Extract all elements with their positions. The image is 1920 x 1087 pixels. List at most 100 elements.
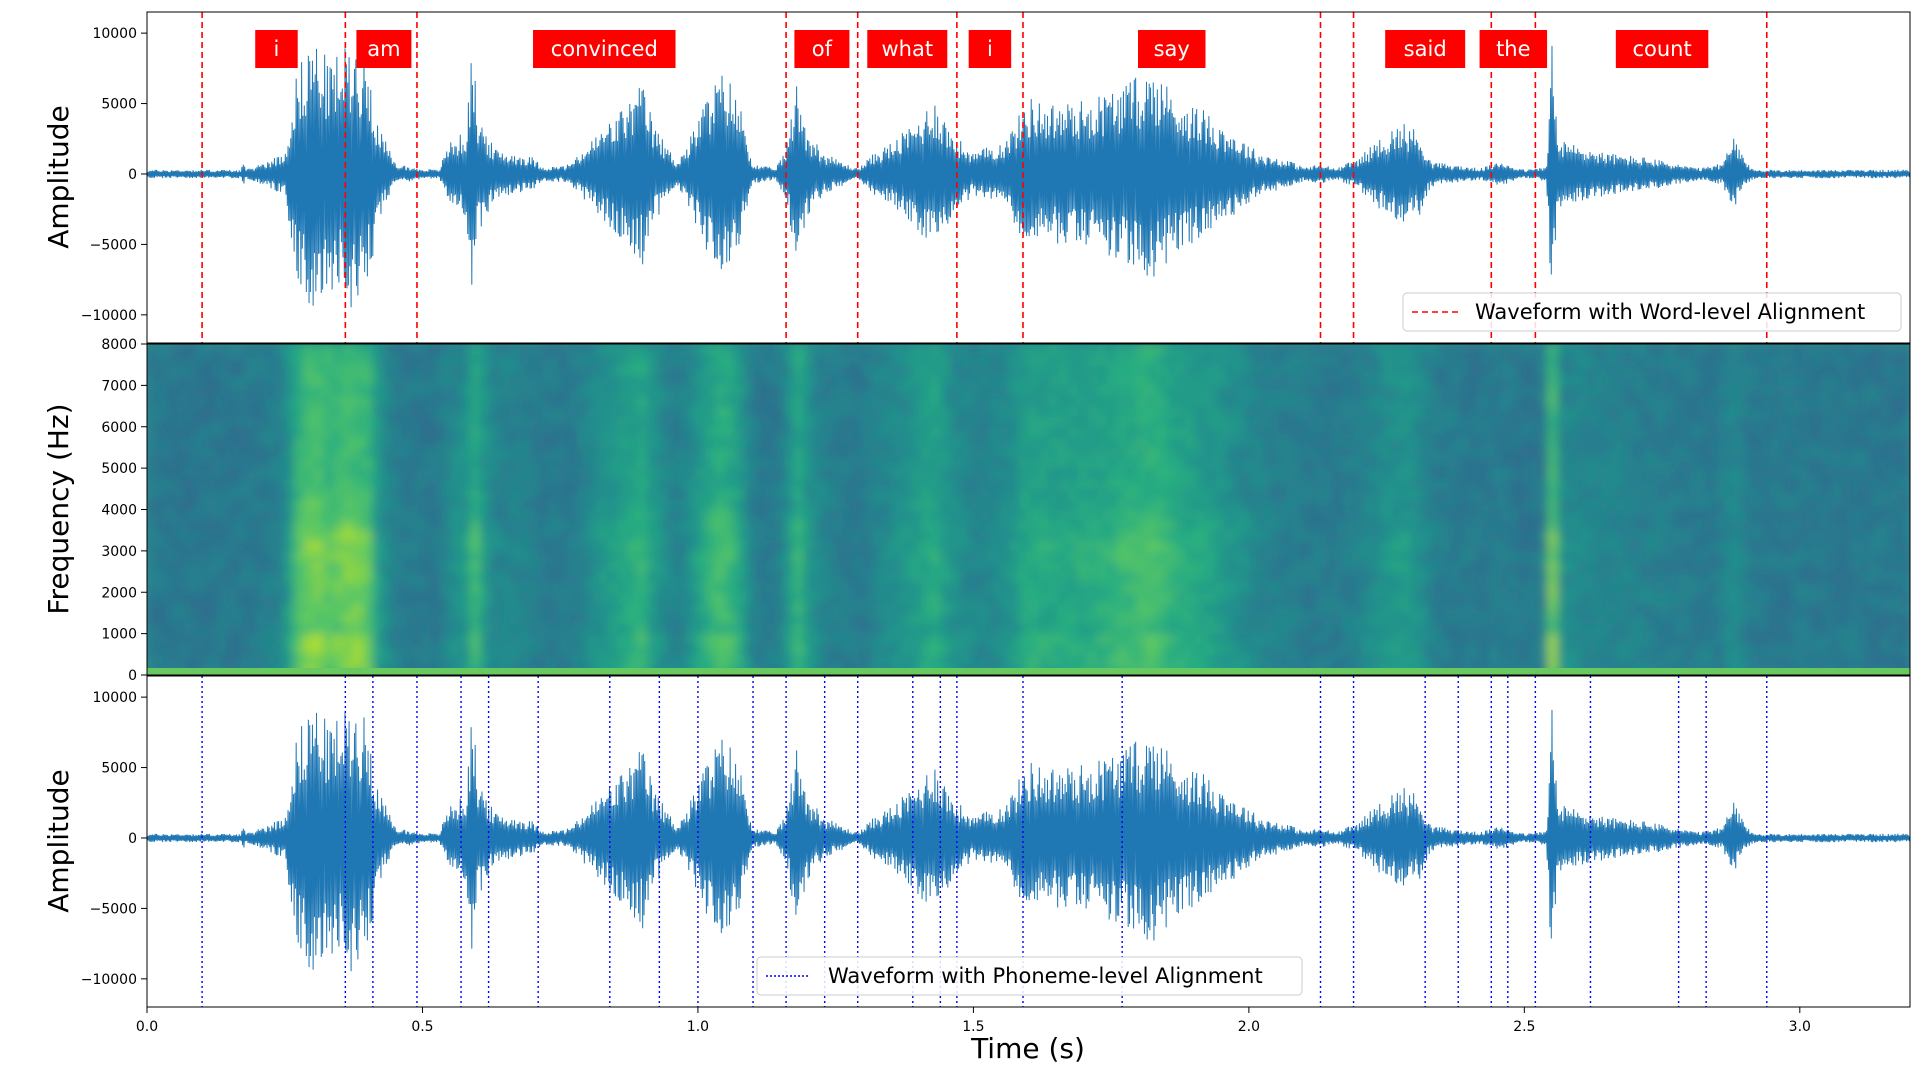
spectrogram-cell: [284, 509, 295, 521]
spectrogram-cell: [705, 509, 716, 521]
spectrogram-cell: [715, 592, 726, 604]
spectrogram-cell: [1195, 406, 1206, 417]
spectrogram-cell: [186, 540, 197, 552]
spectrogram-cell: [950, 406, 961, 417]
spectrogram-cell: [1038, 550, 1049, 562]
spectrogram-cell: [195, 592, 207, 604]
spectrogram-cell: [1067, 561, 1079, 573]
spectrogram-cell: [822, 561, 834, 573]
spectrogram-cell: [538, 654, 550, 666]
spectrogram-cell: [1106, 550, 1118, 562]
spectrogram-cell: [1576, 447, 1588, 459]
spectrogram-cell: [1616, 416, 1627, 428]
spectrogram-cell: [1185, 447, 1196, 459]
spectrogram-cell: [352, 395, 364, 407]
spectrogram-cell: [1155, 519, 1167, 531]
spectrogram-cell: [195, 457, 207, 469]
spectrogram-cell: [822, 540, 834, 552]
spectrogram-cell: [1537, 592, 1549, 604]
spectrogram-cell: [597, 385, 608, 397]
spectrogram-cell: [225, 375, 236, 386]
spectrogram-cell: [1381, 468, 1392, 480]
spectrogram-cell: [989, 437, 1000, 449]
spectrogram-cell: [1146, 519, 1157, 531]
spectrogram-cell: [1635, 581, 1647, 593]
spectrogram-cell: [1557, 364, 1568, 376]
spectrogram-cell: [1028, 654, 1039, 666]
spectrogram-cell: [499, 530, 510, 542]
spectrogram-cell: [695, 530, 706, 542]
spectrogram-cell: [499, 385, 510, 397]
spectrogram-cell: [1185, 344, 1196, 355]
spectrogram-cell: [626, 643, 638, 655]
spectrogram-cell: [773, 519, 785, 531]
spectrogram-cell: [460, 540, 471, 552]
spectrogram-cell: [1528, 623, 1539, 635]
spectrogram-cell: [861, 395, 873, 407]
spectrogram-cell: [176, 364, 187, 376]
spectrogram-cell: [989, 344, 1000, 355]
spectrogram-cell: [1057, 509, 1069, 521]
spectrogram-cell: [1567, 561, 1578, 573]
spectrogram-cell: [1224, 540, 1235, 552]
spectrogram-cell: [764, 447, 775, 459]
spectrogram-cell: [205, 623, 217, 635]
spectrogram-cell: [1479, 354, 1490, 366]
spectrogram-cell: [920, 437, 932, 449]
spectrogram-cell: [969, 519, 981, 531]
spectrogram-cell: [1312, 344, 1323, 355]
spectrogram-cell: [470, 509, 481, 521]
spectrogram-cell: [1195, 468, 1206, 480]
spectrogram-cell: [1038, 354, 1049, 366]
spectrogram-cell: [195, 416, 207, 428]
spectrogram-cell: [597, 488, 608, 500]
spectrogram-cell: [303, 385, 315, 397]
spectrogram-cell: [1498, 633, 1510, 645]
spectrogram-cell: [1351, 375, 1363, 386]
spectrogram-cell: [744, 550, 755, 562]
spectrogram-cell: [1410, 457, 1421, 469]
spectrogram-cell: [1381, 540, 1392, 552]
spectrogram-cell: [783, 643, 795, 655]
spectrogram-cell: [1518, 612, 1529, 624]
spectrogram-cell: [313, 519, 324, 531]
spectrogram-cell: [783, 426, 795, 438]
spectrogram-cell: [1028, 406, 1039, 417]
spectrogram-cell: [1361, 499, 1372, 511]
spectrogram-cell: [1488, 437, 1500, 449]
spectrogram-cell: [1498, 612, 1510, 624]
spectrogram-cell: [1557, 623, 1568, 635]
spectrogram-cell: [1097, 561, 1108, 573]
spectrogram-cell: [587, 416, 599, 428]
spectrogram-cell: [1469, 581, 1480, 593]
spectrogram-cell: [1567, 385, 1578, 397]
spectrogram-cell: [675, 540, 687, 552]
spectrogram-cell: [920, 364, 932, 376]
spectrogram-cell: [1057, 344, 1069, 355]
spectrogram-cell: [1175, 437, 1186, 449]
spectrogram-cell: [1528, 540, 1539, 552]
spectrogram-cell: [1351, 530, 1363, 542]
spectrogram-cell: [695, 457, 706, 469]
spectrogram-cell: [440, 478, 452, 490]
spectrogram-cell: [587, 581, 599, 593]
spectrogram-cell: [1508, 561, 1519, 573]
spectrogram-cell: [313, 499, 324, 511]
spectrogram-cell: [1214, 416, 1225, 428]
spectrogram-cell: [558, 530, 569, 542]
spectrogram-cell: [999, 602, 1010, 614]
spectrogram-cell: [636, 592, 648, 604]
spectrogram-cell: [372, 499, 383, 511]
spectrogram-cell: [460, 406, 471, 417]
spectrogram-cell: [1469, 602, 1480, 614]
spectrogram-cell: [1420, 478, 1431, 490]
spectrogram-cell: [969, 437, 981, 449]
spectrogram-cell: [1253, 478, 1265, 490]
spectrogram-cell: [871, 581, 883, 593]
spectrogram-cell: [626, 478, 638, 490]
spectrogram-cell: [1126, 623, 1137, 635]
spectrogram-cell: [1136, 437, 1147, 449]
spectrogram-cell: [822, 643, 834, 655]
spectrogram-cell: [1097, 416, 1108, 428]
spectrogram-cell: [754, 416, 765, 428]
